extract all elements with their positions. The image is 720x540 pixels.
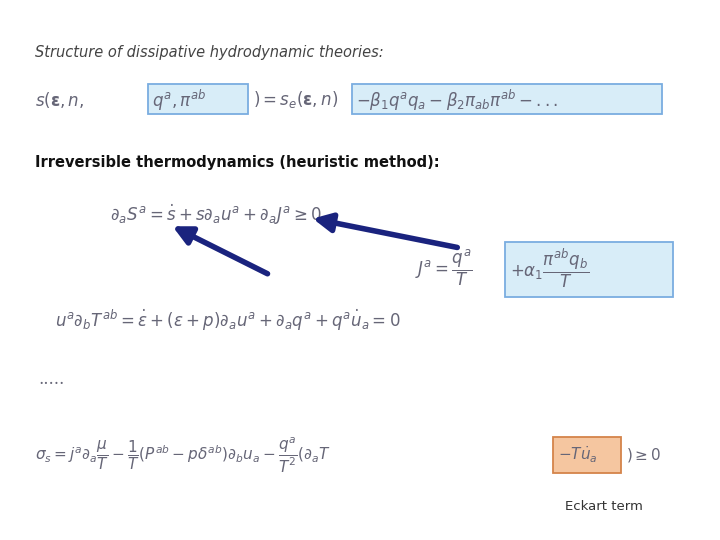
Text: .....: .....: [38, 372, 64, 388]
Text: $\partial_a S^a = \dot{s} + s\partial_a u^a + \partial_a J^a \geq 0$: $\partial_a S^a = \dot{s} + s\partial_a …: [110, 203, 322, 227]
Bar: [505, 242, 673, 297]
Text: $\sigma_s = j^a\partial_a\dfrac{\mu}{T} - \dfrac{1}{T}(P^{ab}-p\delta^{ab})\part: $\sigma_s = j^a\partial_a\dfrac{\mu}{T} …: [35, 435, 331, 475]
Text: $-\beta_1 q^a q_a - \beta_2 \pi_{ab}\pi^{ab} - ...$: $-\beta_1 q^a q_a - \beta_2 \pi_{ab}\pi^…: [356, 87, 559, 113]
Text: $q^{a},\pi^{ab}$: $q^{a},\pi^{ab}$: [152, 87, 207, 113]
Text: $u^a\partial_b T^{ab} = \dot{\varepsilon}+(\varepsilon+p)\partial_a u^a + \parti: $u^a\partial_b T^{ab} = \dot{\varepsilon…: [55, 307, 400, 333]
Bar: [553, 437, 621, 473]
Text: Eckart term: Eckart term: [565, 500, 643, 513]
Text: $+\alpha_1 \dfrac{\pi^{ab}q_b}{T}$: $+\alpha_1 \dfrac{\pi^{ab}q_b}{T}$: [510, 246, 589, 289]
Text: $)=s_e(\boldsymbol{\varepsilon},n)$: $)=s_e(\boldsymbol{\varepsilon},n)$: [253, 90, 338, 111]
Text: $)\geq 0$: $)\geq 0$: [626, 446, 661, 464]
Text: Irreversible thermodynamics (heuristic method):: Irreversible thermodynamics (heuristic m…: [35, 155, 440, 170]
Text: Structure of dissipative hydrodynamic theories:: Structure of dissipative hydrodynamic th…: [35, 45, 384, 60]
Bar: [148, 84, 248, 114]
Text: $s(\boldsymbol{\varepsilon},n,$: $s(\boldsymbol{\varepsilon},n,$: [35, 90, 84, 110]
Text: $-T\dot{u}_a$: $-T\dot{u}_a$: [558, 444, 598, 465]
Bar: [352, 84, 662, 114]
Text: $J^a = \dfrac{q^a}{T}$: $J^a = \dfrac{q^a}{T}$: [415, 248, 473, 288]
